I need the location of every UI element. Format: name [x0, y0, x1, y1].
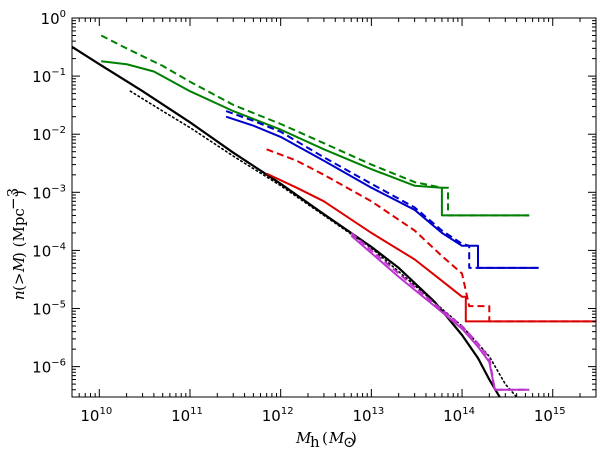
- y-tick-label: 10−6: [32, 358, 66, 377]
- x-tick-label: 1015: [534, 406, 566, 425]
- y-tick-label: 10−3: [32, 183, 66, 202]
- tick-layer: [71, 17, 597, 398]
- y-axis-title: n (> M ) (Mpc −3 ): [4, 188, 28, 300]
- svg-text:): ): [351, 429, 357, 447]
- svg-text:n: n: [10, 290, 28, 300]
- x-tick-label: 1010: [80, 406, 112, 425]
- svg-text:−3: −3: [4, 188, 22, 210]
- x-tick-label: 1012: [262, 406, 294, 425]
- plot-frame: [71, 17, 597, 398]
- x-tick-label: 1014: [443, 406, 475, 425]
- y-tick-label: 10−1: [32, 67, 66, 86]
- x-axis-title: M h ( M ⊙ ): [295, 429, 357, 450]
- series-blue-solid: [225, 115, 539, 269]
- series-green-solid: [101, 60, 530, 217]
- svg-text:h: h: [310, 433, 320, 450]
- svg-text:M: M: [10, 256, 28, 273]
- svg-text:⊙: ⊙: [343, 433, 356, 450]
- y-tick-label: 10−2: [32, 125, 66, 144]
- svg-text:) (Mpc: ) (Mpc: [10, 208, 28, 258]
- y-tick-label: 10−4: [32, 241, 66, 260]
- x-tick-label: 1013: [352, 406, 384, 425]
- series-analytic-fit: [72, 45, 501, 397]
- svg-text:(>: (>: [10, 273, 28, 291]
- series-magenta-dashed: [350, 232, 530, 391]
- series-blue-dashed: [225, 110, 539, 269]
- y-tick-label: 100: [41, 9, 66, 28]
- series-analytic-dotted: [129, 90, 518, 397]
- x-tick-label: 1011: [171, 406, 203, 425]
- svg-text:M: M: [328, 429, 345, 447]
- tick-label-layer: 1010 1011 1012 1013 1014 1015 10−6 10−5 10−4 10−3…: [32, 9, 565, 425]
- svg-text:(: (: [322, 429, 328, 447]
- series-red-dashed: [266, 148, 596, 323]
- series-red-solid: [266, 172, 596, 323]
- svg-text:M: M: [295, 429, 312, 447]
- y-tick-label: 10−5: [32, 300, 66, 319]
- series-green-dashed: [100, 34, 530, 217]
- series-layer: [72, 34, 596, 397]
- svg-text:): ): [10, 190, 28, 196]
